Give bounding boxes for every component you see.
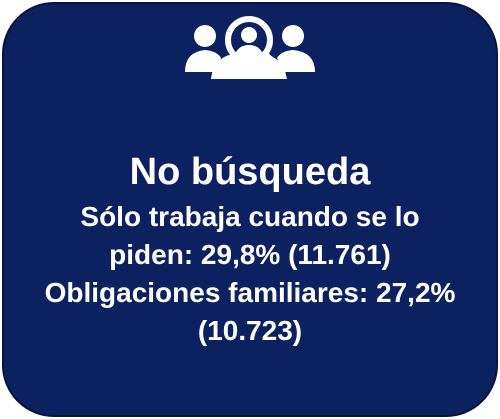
card-item: Sólo trabaja cuando se lo piden: 29,8% (… xyxy=(80,201,420,270)
search-people-icon xyxy=(185,16,315,79)
card-title: No búsqueda xyxy=(129,151,371,193)
card-items: Sólo trabaja cuando se lo piden: 29,8% (… xyxy=(40,198,460,350)
card-item: Obligaciones familiares: 27,2% (10.723) xyxy=(44,277,456,346)
